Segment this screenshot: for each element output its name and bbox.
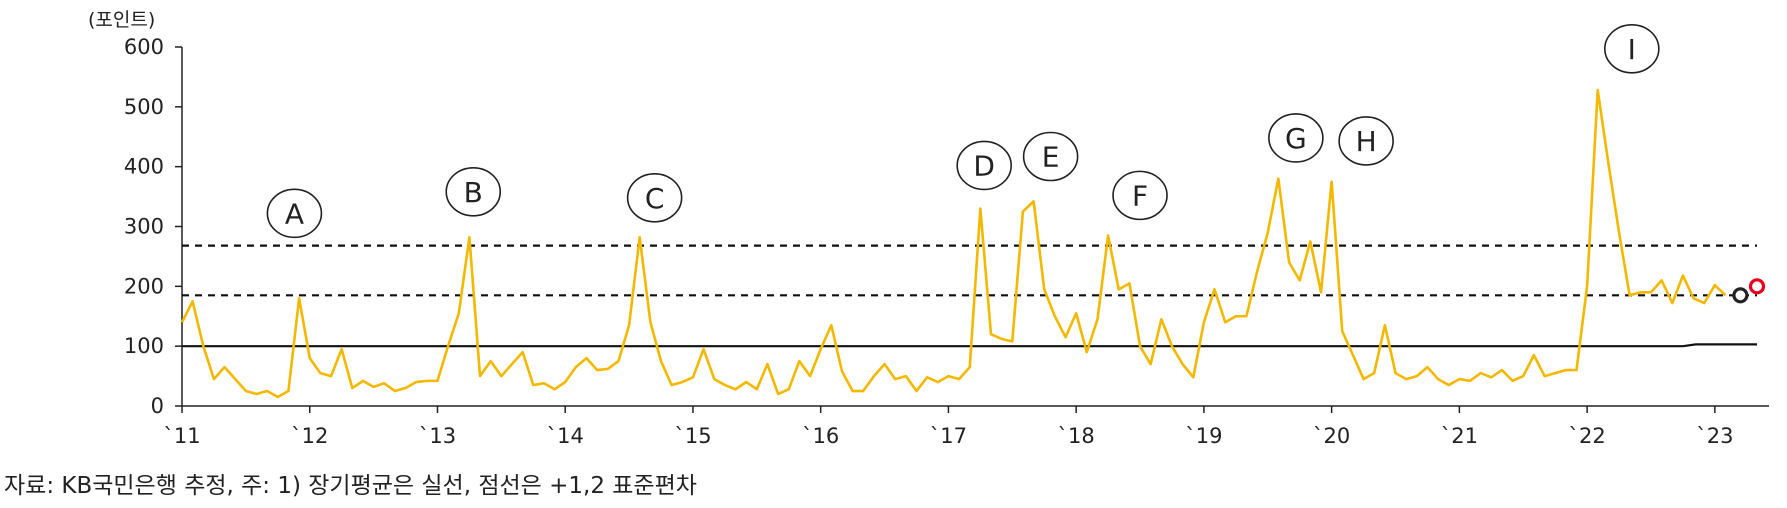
unit-label: (포인트)	[88, 9, 155, 31]
x-tick-label: `14	[547, 424, 584, 448]
annotation-label: H	[1356, 125, 1377, 158]
end-marker	[1748, 278, 1766, 295]
y-tick-label: 600	[124, 35, 164, 59]
x-tick-label: `22	[1568, 424, 1605, 448]
series-line	[180, 88, 1727, 399]
end-marker	[1732, 287, 1749, 304]
annotation-label: A	[285, 197, 304, 230]
series-group	[180, 88, 1727, 399]
x-tick-label: `13	[419, 424, 456, 448]
axes: 0 100 200 300 400 500 600 `11 `12 `13 `14 `15 `16 `17…	[124, 35, 1769, 448]
annotation-circle	[1268, 113, 1324, 163]
annotation-label: F	[1132, 179, 1148, 212]
x-tick-label: `21	[1441, 424, 1478, 448]
source-note: 자료: KB국민은행 추정, 주: 1) 장기평균은 실선, 점선은 +1,2 …	[4, 473, 697, 499]
annotation-circle	[1604, 23, 1660, 74]
x-tick-label: `20	[1313, 424, 1350, 448]
annotations: A B C D E F G H I	[266, 23, 1660, 239]
annotation-label: C	[645, 182, 665, 215]
x-tick-label: `11	[163, 424, 200, 448]
long-term-average-line	[182, 343, 1757, 348]
annotation-circle	[1112, 170, 1168, 221]
x-tick-label: `17	[930, 424, 967, 448]
y-tick-label: 0	[151, 394, 164, 418]
x-tick-label: `15	[674, 424, 711, 448]
x-tick-label: `23	[1696, 424, 1733, 448]
x-tick-label: `16	[802, 424, 839, 448]
annotation-circle	[956, 140, 1012, 191]
annotation-circle	[1022, 131, 1079, 182]
annotation-circle	[626, 172, 683, 223]
x-tick-label: `19	[1185, 424, 1222, 448]
annotation-circle	[1338, 116, 1394, 166]
y-tick-label: 300	[124, 215, 164, 239]
annotation-label: B	[464, 176, 483, 209]
annotation-label: I	[1628, 33, 1636, 66]
annotation-label: D	[973, 149, 995, 182]
annotation-circle	[445, 166, 502, 217]
annotation-label: G	[1285, 122, 1307, 155]
y-tick-label: 100	[124, 334, 164, 358]
x-tick-label: `18	[1058, 424, 1095, 448]
y-tick-label: 200	[124, 274, 164, 298]
y-tick-label: 400	[124, 155, 164, 179]
x-tick-label: `12	[291, 424, 328, 448]
reference-lines	[182, 244, 1757, 348]
y-tick-label: 500	[124, 95, 164, 119]
annotation-label: E	[1042, 140, 1060, 173]
end-markers	[1732, 278, 1766, 304]
annotation-circle	[266, 188, 323, 239]
